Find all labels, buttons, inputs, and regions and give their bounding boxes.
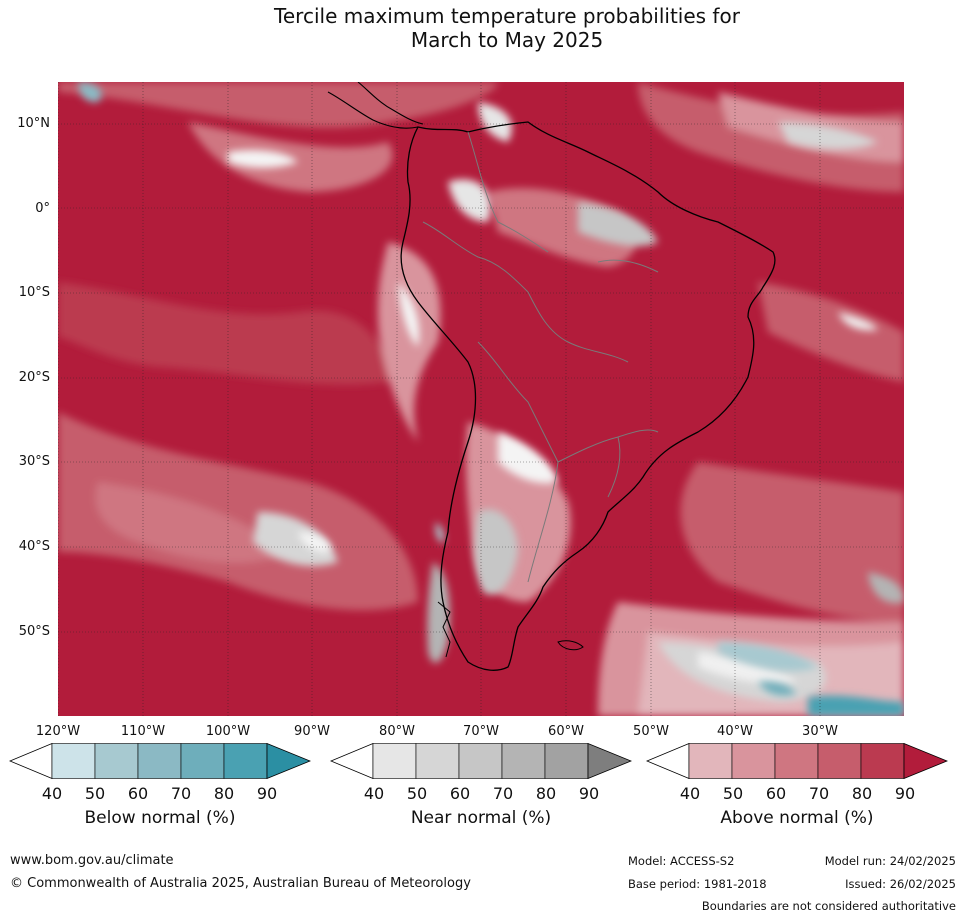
cb-tick: 70 [492, 784, 514, 803]
cb-tick: 60 [127, 784, 149, 803]
lon-label: 30°W [802, 724, 838, 739]
copyright: © Commonwealth of Australia 2025, Austra… [10, 876, 471, 891]
cb-tick: 90 [256, 784, 278, 803]
country-borders [422, 131, 659, 583]
base-period: Base period: 1981-2018 [628, 877, 767, 891]
colorbar-segment [688, 743, 733, 779]
lat-label: 20°S [18, 370, 50, 385]
cb-tick: 40 [41, 784, 63, 803]
model-run-date: Model run: 24/02/2025 [824, 854, 956, 868]
lon-label: 90°W [294, 724, 330, 739]
colorbar-segment [817, 743, 862, 779]
cb-tick: 50 [722, 784, 744, 803]
colorbar-above-normal [646, 743, 948, 779]
chart-title: Tercile maximum temperature probabilitie… [0, 4, 965, 52]
islands [437, 601, 584, 658]
colorbar-under-triangle [330, 743, 374, 779]
lon-label: 50°W [633, 724, 669, 739]
colorbar-under-triangle [646, 743, 690, 779]
colorbar-below-normal [9, 743, 311, 779]
colorbar-over-triangle [903, 743, 948, 779]
cb-tick: 60 [449, 784, 471, 803]
title-line-2: March to May 2025 [410, 28, 604, 52]
colorbar-segment [51, 743, 96, 779]
cb-tick: 80 [213, 784, 235, 803]
lat-label: 10°S [18, 285, 50, 300]
lon-label: 70°W [463, 724, 499, 739]
issued-date: Issued: 26/02/2025 [845, 877, 956, 891]
colorbar-segment [860, 743, 905, 779]
cb-tick: 70 [808, 784, 830, 803]
colorbar-segment [415, 743, 460, 779]
lat-label: 10°N [17, 116, 50, 131]
colorbar-segment [458, 743, 503, 779]
colorbar-segment [137, 743, 182, 779]
colorbar-over-triangle [266, 743, 311, 779]
map-gridlines [58, 82, 904, 716]
lat-label: 0° [35, 201, 50, 216]
lon-label: 120°W [35, 724, 81, 739]
lat-label: 30°S [18, 454, 50, 469]
colorbar-over-triangle [587, 743, 632, 779]
colorbar-segment [180, 743, 225, 779]
map-svg [58, 82, 904, 716]
cb-tick: 90 [894, 784, 916, 803]
colorbar-segment [223, 743, 268, 779]
cb-tick: 80 [535, 784, 557, 803]
colorbar-segment [731, 743, 776, 779]
cb-tick: 40 [363, 784, 385, 803]
lon-label: 100°W [205, 724, 251, 739]
cb-tick: 60 [765, 784, 787, 803]
central-america-coastline [327, 82, 424, 129]
lat-label: 50°S [18, 624, 50, 639]
model-name: Model: ACCESS-S2 [628, 854, 735, 868]
cb-tick: 70 [170, 784, 192, 803]
lat-label: 40°S [18, 539, 50, 554]
colorbar-segment [774, 743, 819, 779]
website-link[interactable]: www.bom.gov.au/climate [10, 853, 174, 868]
lon-label: 60°W [548, 724, 584, 739]
boundaries-disclaimer: Boundaries are not considered authoritat… [701, 899, 956, 913]
cb-tick: 50 [406, 784, 428, 803]
colorbar-near-normal [330, 743, 632, 779]
below-normal-patches [78, 82, 904, 716]
probability-map [58, 82, 904, 716]
cb-tick: 80 [851, 784, 873, 803]
colorbar-segment [94, 743, 139, 779]
colorbar-segment [501, 743, 546, 779]
colorbar-title-below: Below normal (%) [84, 808, 236, 828]
lon-label: 110°W [120, 724, 166, 739]
title-line-1: Tercile maximum temperature probabilitie… [274, 4, 740, 28]
colorbar-segment [544, 743, 589, 779]
colorbar-under-triangle [9, 743, 53, 779]
cb-tick: 40 [679, 784, 701, 803]
colorbar-segment [372, 743, 417, 779]
south-america-coastline [400, 121, 776, 671]
neutral-patches [228, 150, 878, 684]
colorbar-title-above: Above normal (%) [720, 808, 874, 828]
lon-label: 80°W [379, 724, 415, 739]
cb-tick: 90 [578, 784, 600, 803]
lon-label: 40°W [717, 724, 753, 739]
colorbar-title-near: Near normal (%) [410, 808, 552, 828]
cb-tick: 50 [84, 784, 106, 803]
